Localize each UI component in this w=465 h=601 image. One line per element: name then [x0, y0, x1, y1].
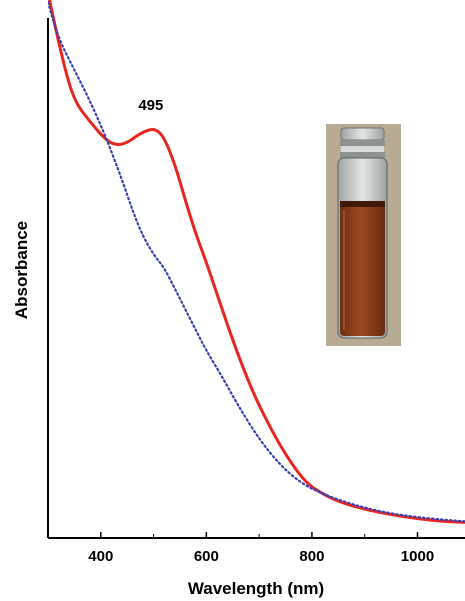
x-axis-ticks: 400 600 800 1000: [47, 532, 434, 565]
vial-photo: [326, 124, 401, 346]
peak-annotation: 495: [138, 97, 163, 114]
solid-series-line: [48, 0, 465, 524]
y-axis-title: Absorbance: [12, 221, 31, 319]
x-tick-label: 400: [88, 548, 113, 565]
x-tick-label: 800: [299, 548, 324, 565]
series-layer: [48, 0, 465, 524]
x-tick-label: 1000: [401, 548, 434, 565]
x-axis-title: Wavelength (nm): [188, 579, 324, 598]
dotted-series-line: [48, 1, 465, 523]
x-tick-label: 600: [194, 548, 219, 565]
